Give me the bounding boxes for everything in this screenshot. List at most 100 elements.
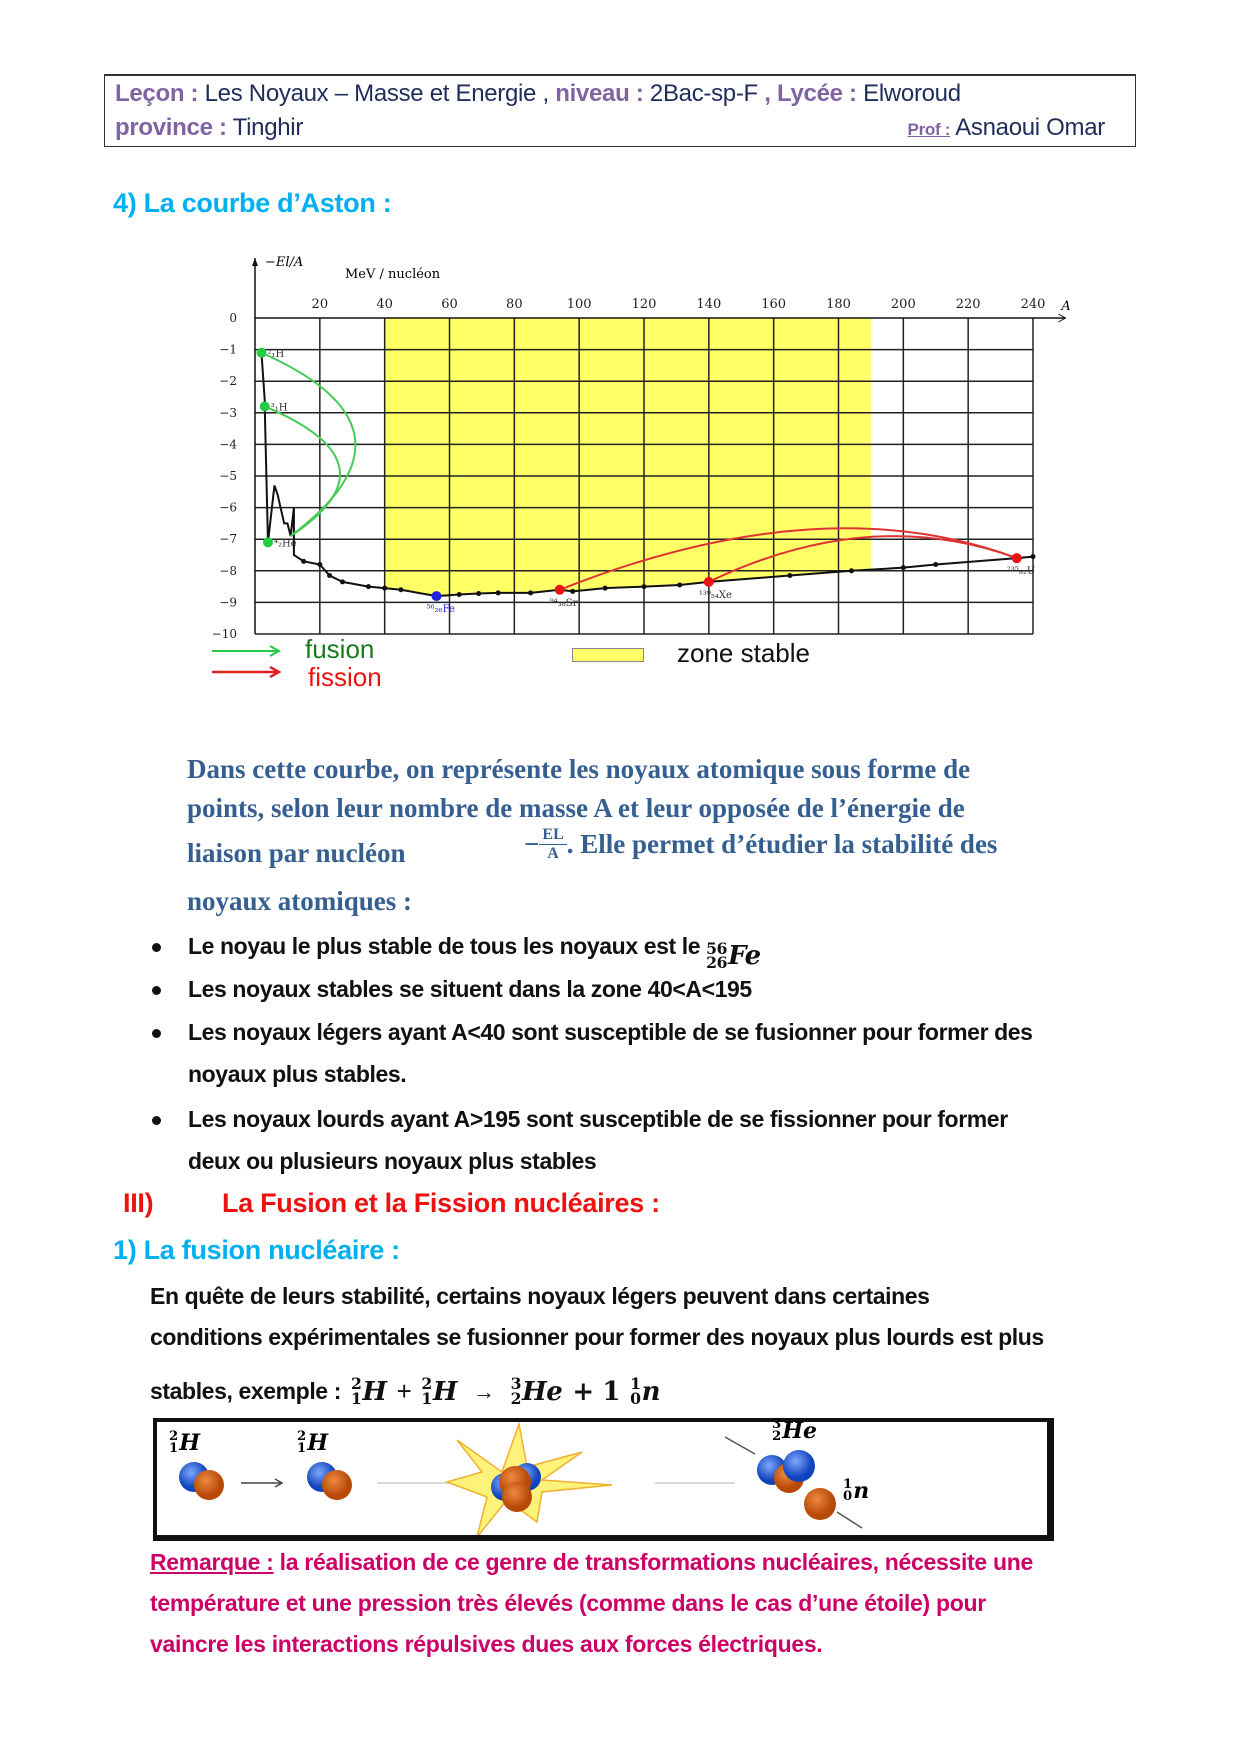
- nuclide-fe: 56 26 Fe: [706, 941, 761, 971]
- fission-arc: [559, 527, 1018, 591]
- bullet-icon: [152, 1116, 161, 1125]
- mass-number: 1: [843, 1477, 853, 1493]
- legend-fusion: fusion: [305, 634, 375, 664]
- y-tick-label: −3: [219, 406, 237, 420]
- fission-arc: [708, 535, 1018, 583]
- curve-point: [528, 590, 534, 596]
- x-axis-arrow-icon: [1058, 313, 1067, 323]
- remarque-line-3: vaincre les interactions répulsives dues…: [150, 1631, 823, 1657]
- element-symbol: H: [432, 1376, 458, 1407]
- curve-point: [398, 587, 404, 593]
- mass-number: 1: [630, 1374, 641, 1394]
- description-line-3a: liaison par nucléon: [187, 838, 406, 868]
- province-label: province :: [115, 114, 227, 141]
- nuclide-he3: 3 2 He: [510, 1374, 563, 1407]
- labeled-point: [256, 347, 267, 358]
- aston-curve-chart: 20 40 60 80 100 120 140 160 180 200 220 240 0 −1 −2 −3 −…: [212, 255, 1071, 641]
- labeled-point: [431, 591, 442, 602]
- element-symbol: He: [522, 1376, 563, 1407]
- energy-fraction: − EL A . Elle permet d’étudier la stabili…: [524, 826, 997, 862]
- labeled-point: [703, 576, 714, 587]
- x-tick-label: 240: [1021, 297, 1046, 312]
- fused-nucleus-icon: [491, 1463, 541, 1512]
- description-line-1: Dans cette courbe, on représente les noy…: [187, 754, 971, 784]
- curve-point: [317, 561, 323, 567]
- prof-line: Prof : Asnaoui Omar: [907, 114, 1106, 142]
- bullet-3-cont: noyaux plus stables.: [188, 1061, 407, 1087]
- atomic-number: 1: [421, 1388, 432, 1408]
- lecon-value: Les Noyaux – Masse et Energie ,: [204, 80, 550, 107]
- description-line-3b: . Elle permet d’étudier la stabilité des: [566, 828, 998, 859]
- curve-point: [848, 568, 854, 574]
- prof-label: Prof :: [907, 120, 951, 139]
- remarque-label: Remarque :: [150, 1549, 274, 1575]
- labeled-point: [259, 401, 270, 412]
- element-symbol: n: [853, 1478, 870, 1504]
- section-4-title: 4) La courbe d’Aston :: [113, 188, 392, 218]
- atomic-number: 0: [843, 1489, 853, 1504]
- curve-point: [365, 584, 371, 590]
- remarque-line-1: Remarque : la réalisation de ce genre de…: [150, 1549, 1033, 1576]
- y-tick-label: −5: [219, 469, 237, 483]
- curve-point: [327, 573, 333, 579]
- y-axis-unit: MeV / nucléon: [345, 267, 441, 282]
- mass-number: 2: [169, 1429, 179, 1445]
- deuterium-nucleus-icon: [179, 1462, 224, 1500]
- curve-point: [570, 588, 576, 594]
- bullet-1: Le noyau le plus stable de tous les noya…: [188, 933, 761, 971]
- bullet-1-text: Le noyau le plus stable de tous les noya…: [188, 933, 701, 959]
- plus-sign: +: [396, 1376, 412, 1406]
- legend-fission: fission: [308, 662, 382, 692]
- point-label: ³₁H: [271, 402, 288, 413]
- x-tick-label: 40: [376, 297, 393, 312]
- bullet-2: Les noyaux stables se situent dans la zo…: [188, 976, 752, 1002]
- remarque-line-2: température et une pression très élevés …: [150, 1590, 986, 1616]
- reaction-arrow: →: [473, 1378, 495, 1404]
- element-symbol: H: [362, 1376, 387, 1407]
- x-tick-label: 220: [956, 297, 981, 312]
- bullet-icon: [152, 986, 161, 995]
- element-symbol: H: [307, 1430, 328, 1456]
- x-tick-label: 60: [441, 297, 458, 312]
- section-3-title: La Fusion et la Fission nucléaires :: [222, 1188, 660, 1218]
- mass-number: 3: [772, 1417, 782, 1433]
- labeled-point: [554, 584, 565, 595]
- stable-zone-swatch: [572, 648, 644, 662]
- x-tick-label: 200: [891, 297, 916, 312]
- mass-number: 2: [350, 1374, 362, 1394]
- x-tick-label: 120: [632, 297, 657, 312]
- labeled-point: [262, 537, 273, 548]
- point-label: ²₁H: [267, 349, 284, 360]
- curve-point: [301, 558, 307, 564]
- x-tick-label: 140: [696, 297, 721, 312]
- curve-point: [641, 584, 647, 590]
- deuterium-nucleus-icon: [307, 1462, 352, 1500]
- plus-one: + 1: [572, 1376, 621, 1407]
- bullet-4: Les noyaux lourds ayant A>195 sont susce…: [188, 1106, 1008, 1132]
- element-symbol: He: [782, 1418, 817, 1444]
- mass-number: 3: [510, 1374, 522, 1394]
- province-value: Tinghir: [232, 114, 304, 141]
- fusion-line-1: En quête de leurs stabilité, certains no…: [150, 1283, 930, 1309]
- lesson-header: Leçon : Les Noyaux – Masse et Energie , …: [104, 74, 1136, 147]
- curve-point: [476, 591, 482, 597]
- neutron-icon: [804, 1488, 836, 1520]
- fusion-line-3: stables, exemple :: [150, 1378, 341, 1404]
- y-tick-label: −4: [219, 437, 237, 451]
- fraction-numerator: EL: [539, 826, 567, 845]
- curve-point: [1030, 554, 1036, 560]
- curve-point: [787, 573, 793, 579]
- bullet-4-cont: deux ou plusieurs noyaux plus stables: [188, 1148, 597, 1174]
- lycee-label: , Lycée :: [764, 80, 857, 107]
- label-he3: 3 2 He: [772, 1418, 817, 1444]
- curve-point: [382, 585, 388, 591]
- header-line-1: Leçon : Les Noyaux – Masse et Energie , …: [115, 80, 961, 108]
- fusion-line-2: conditions expérimentales se fusionner p…: [150, 1324, 1044, 1350]
- curve-point: [495, 590, 501, 596]
- point-label: ¹³⁹₅₄Xe: [699, 590, 732, 601]
